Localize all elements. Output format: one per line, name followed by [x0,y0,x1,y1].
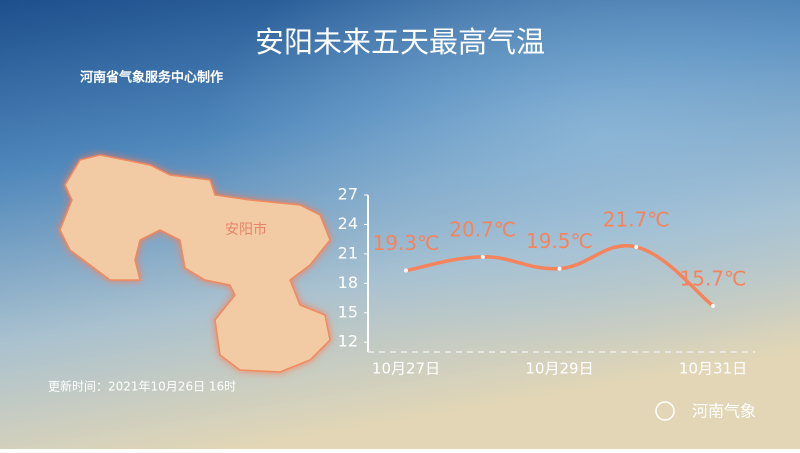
map-region [59,154,331,373]
point [711,303,715,308]
y-tick-label: 12 [338,332,358,351]
point [634,245,639,250]
watermark-icon [655,401,675,421]
update-time: 更新时间：2021年10月26日 16时 [48,379,236,394]
y-tick-label: 18 [338,273,358,292]
watermark: 河南气象 [692,402,756,421]
y-tick-label: 24 [338,214,358,233]
x-tick-label: 10月27日 [372,360,440,378]
y-tick-label: 21 [338,243,358,262]
value-label: 19.3℃ [373,231,440,255]
subtitle: 河南省气象服务中心制作 [80,70,223,86]
value-label: 15.7℃ [680,266,747,290]
y-tick-label: 15 [338,302,358,321]
value-label: 21.7℃ [603,208,670,232]
point [480,254,485,259]
x-tick-label: 10月29日 [525,360,593,378]
map-label: 安阳市 [225,221,267,238]
point [404,268,408,273]
x-tick-label: 10月31日 [679,360,747,378]
value-label: 19.5℃ [526,229,593,253]
title: 安阳未来五天最高气温 [255,25,545,59]
chart: 12 15 18 21 24 27 10月27日 10月29日 10月31日 19.3℃ 20.7℃… [338,185,755,378]
value-label: 20.7℃ [449,217,516,241]
y-tick-label: 27 [338,185,358,204]
point [557,266,562,271]
